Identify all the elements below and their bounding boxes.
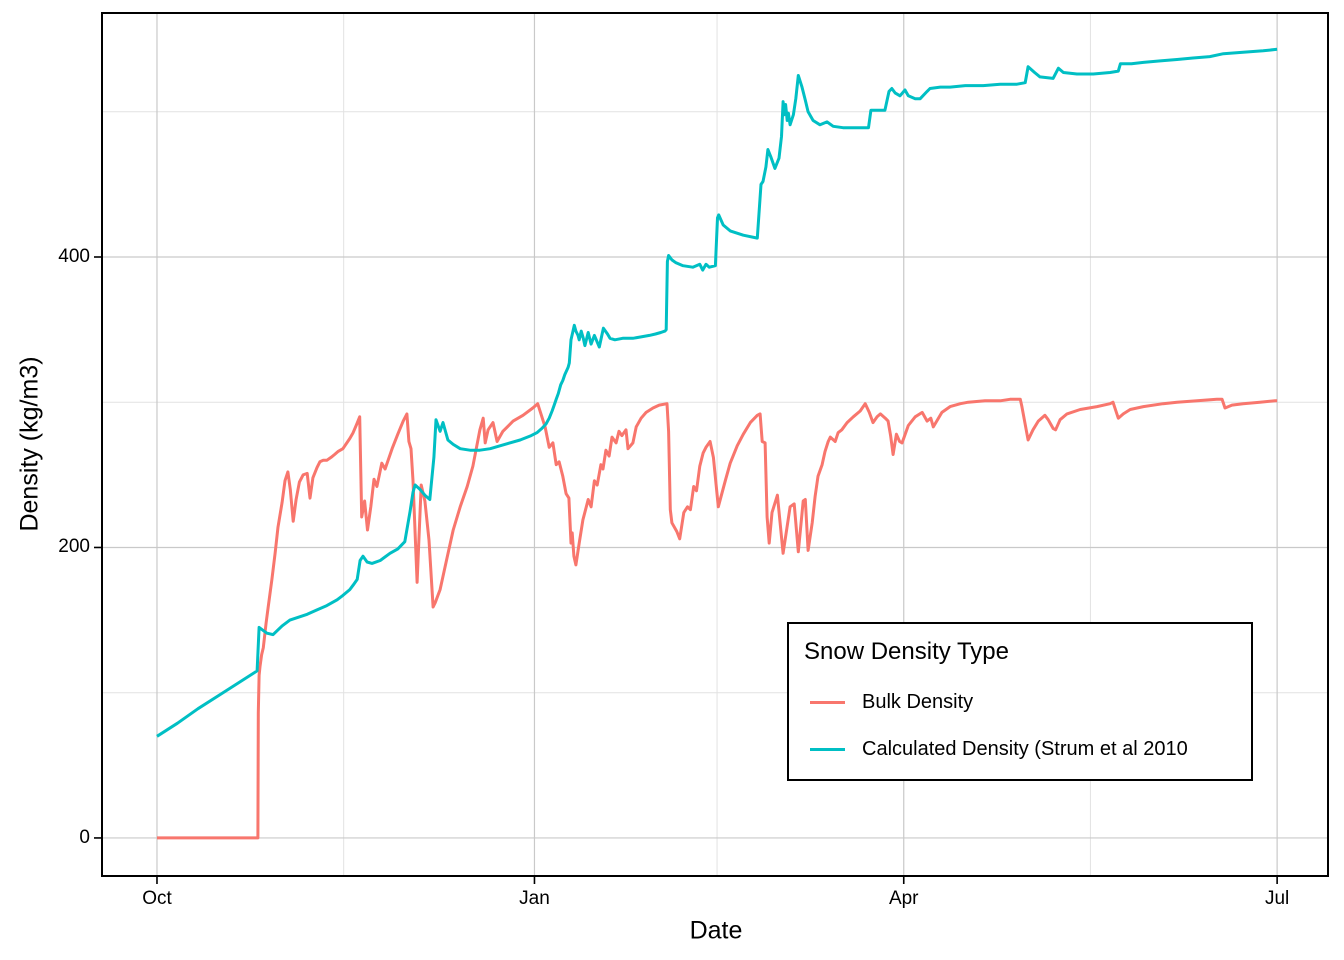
legend-item-calculated-density: Calculated Density (Strum et al 2010 — [789, 735, 1251, 763]
y-tick-label-0: 0 — [79, 826, 90, 848]
calculated-density-line-swatch — [810, 748, 845, 751]
panel-border — [101, 12, 1329, 877]
x-tick-label-jan: Jan — [519, 888, 550, 909]
y-tick-label-200: 200 — [58, 536, 90, 558]
x-tick-label-oct: Oct — [142, 888, 172, 909]
legend-item-label: Bulk Density — [862, 691, 974, 713]
y-tick-label-400: 400 — [58, 245, 90, 267]
bulk-density-line-swatch — [810, 701, 845, 704]
legend-item-bulk-density: Bulk Density — [789, 688, 1251, 716]
y-axis-title: Density (kg/m3) — [15, 356, 44, 532]
x-tick-label-jul: Jul — [1264, 888, 1290, 909]
axis-ticks — [94, 256, 1278, 884]
series-line-calculated-density-strum-et-al-2010 — [156, 47, 1278, 738]
x-axis-title: Date — [689, 916, 743, 945]
legend: Snow Density Type Bulk Density Calculate… — [787, 622, 1253, 781]
legend-title: Snow Density Type — [804, 638, 1009, 665]
x-tick-label-apr: Apr — [888, 888, 919, 909]
series-line-bulk-density — [157, 397, 1278, 840]
legend-item-label: Calculated Density (Strum et al 2010 — [862, 738, 1188, 760]
